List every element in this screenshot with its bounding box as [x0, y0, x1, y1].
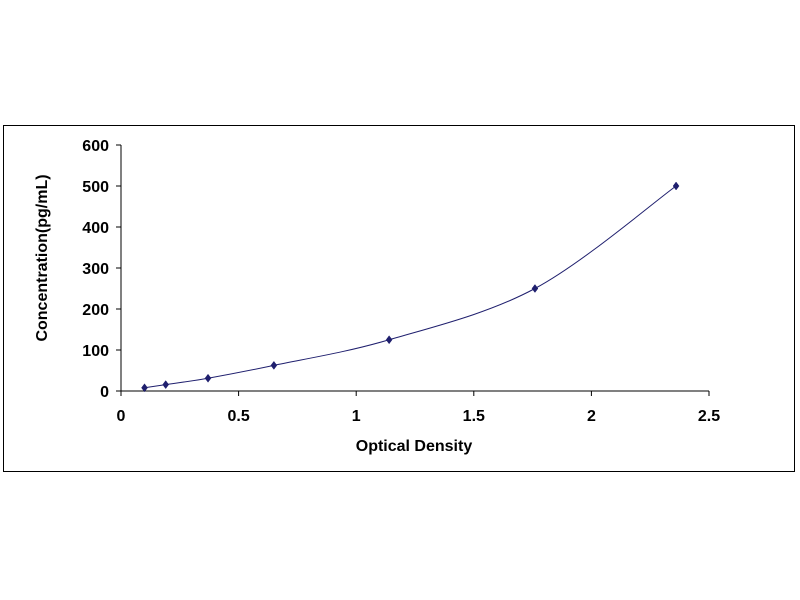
x-tick-label: 1.5: [463, 408, 485, 425]
x-tick-label: 0: [117, 408, 126, 425]
x-tick-label: 1: [352, 408, 361, 425]
data-point-marker: [385, 335, 393, 345]
data-points: [141, 181, 680, 393]
x-tick-label: 2.5: [698, 408, 720, 425]
axes: [116, 144, 710, 396]
data-point-marker: [141, 383, 148, 393]
y-tick-label: 300: [82, 261, 109, 278]
y-tick-label: 600: [82, 138, 109, 155]
x-axis-title: Optical Density: [356, 438, 473, 455]
tick-labels: 0 100 200 300 400 500 600 0 0.5 1 1.5 2 2.5: [82, 138, 720, 425]
data-point-marker: [270, 360, 278, 370]
y-tick-label: 100: [82, 343, 109, 360]
x-tick-label: 2: [587, 408, 596, 425]
y-tick-label: 400: [82, 220, 109, 237]
data-point-marker: [672, 181, 680, 191]
y-tick-label: 500: [82, 179, 109, 196]
data-point-marker: [162, 380, 170, 390]
data-point-marker: [531, 284, 539, 293]
x-tick-label: 0.5: [227, 408, 249, 425]
y-tick-label: 0: [100, 384, 109, 401]
y-axis-title: Concentration(pg/mL): [34, 174, 51, 341]
data-point-marker: [204, 373, 212, 383]
chart-frame: [3, 125, 795, 472]
fit-curve: [144, 185, 677, 389]
y-tick-label: 200: [82, 302, 109, 319]
